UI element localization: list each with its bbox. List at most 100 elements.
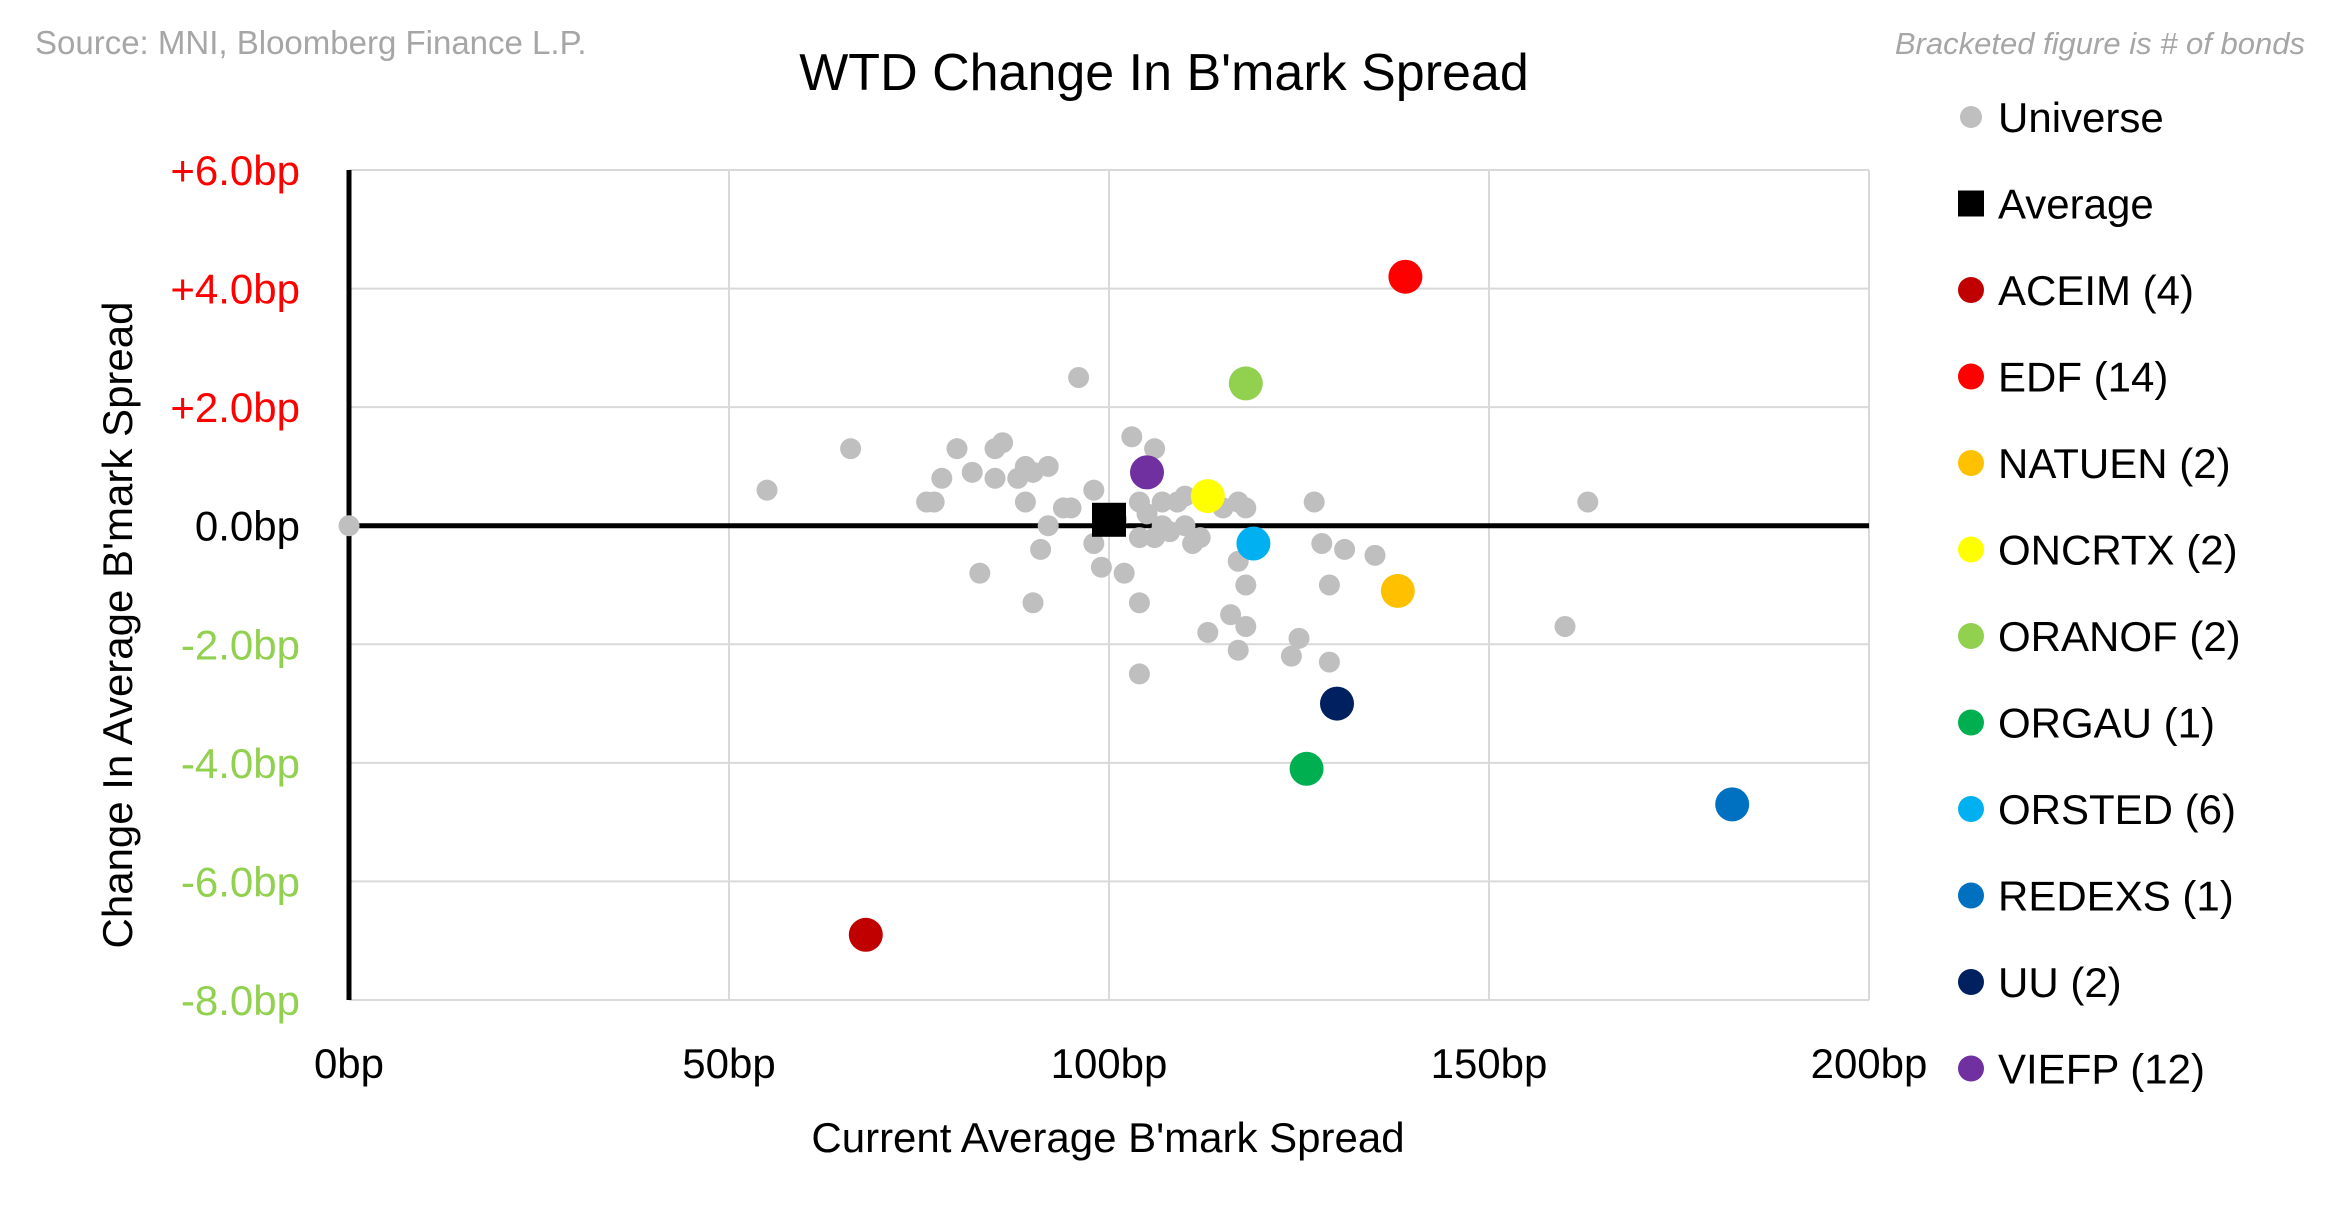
universe-point bbox=[1121, 426, 1143, 448]
point-viefp bbox=[1130, 455, 1164, 490]
legend-marker-aceim bbox=[1958, 277, 1984, 303]
universe-point bbox=[840, 438, 862, 460]
universe-point bbox=[1030, 538, 1052, 560]
universe-point bbox=[1022, 592, 1044, 614]
universe-point bbox=[1235, 574, 1257, 596]
chart-title: WTD Change In B'mark Spread bbox=[799, 44, 1529, 102]
universe-point bbox=[1144, 438, 1166, 460]
universe-point bbox=[1037, 455, 1059, 477]
universe-point bbox=[1151, 491, 1173, 513]
universe-point bbox=[984, 467, 1006, 489]
universe-point bbox=[1113, 562, 1135, 584]
gridlines bbox=[349, 169, 1870, 1001]
legend-label-viefp: VIEFP (12) bbox=[1998, 1046, 2205, 1093]
legend-marker-average bbox=[1958, 190, 1984, 217]
legend-label-natuen: NATUEN (2) bbox=[1998, 440, 2231, 487]
y-tick-label: -2.0bp bbox=[181, 621, 300, 668]
source-note: Source: MNI, Bloomberg Finance L.P. bbox=[35, 24, 587, 61]
legend-marker-orsted bbox=[1958, 796, 1984, 822]
legend-label-orsted: ORSTED (6) bbox=[1998, 786, 2236, 833]
data-points bbox=[338, 259, 1750, 952]
x-axis-label: Current Average B'mark Spread bbox=[811, 1114, 1404, 1161]
y-tick-label: 0.0bp bbox=[195, 503, 300, 550]
point-uu bbox=[1320, 686, 1354, 721]
average-point bbox=[1092, 502, 1126, 537]
universe-point bbox=[338, 515, 360, 537]
x-tick-labels: 0bp 50bp 100bp 150bp 200bp bbox=[314, 1040, 1927, 1087]
legend-marker-oncrtx bbox=[1958, 536, 1984, 563]
universe-point bbox=[1090, 556, 1112, 578]
legend-marker-natuen bbox=[1958, 450, 1984, 476]
universe-point bbox=[1174, 515, 1196, 537]
universe-point bbox=[1303, 491, 1325, 513]
legend-marker-uu bbox=[1958, 969, 1984, 995]
y-tick-labels: +6.0bp +4.0bp +2.0bp 0.0bp -2.0bp -4.0bp -6.0b… bbox=[170, 147, 300, 1024]
legend-marker-viefp bbox=[1958, 1055, 1984, 1082]
legend-label-oncrtx: ONCRTX (2) bbox=[1998, 527, 2238, 574]
universe-point bbox=[1364, 544, 1386, 566]
legend-label-aceim: ACEIM (4) bbox=[1998, 267, 2194, 314]
universe-point bbox=[969, 562, 991, 584]
x-tick-label: 100bp bbox=[1051, 1040, 1168, 1087]
y-axis-label: Change In Average B'mark Spread bbox=[94, 302, 141, 949]
legend-marker-universe bbox=[1960, 106, 1982, 128]
universe-point bbox=[923, 491, 945, 513]
universe-point bbox=[1014, 491, 1036, 513]
legend-marker-edf bbox=[1958, 363, 1984, 390]
universe-point bbox=[992, 432, 1014, 454]
x-tick-label: 200bp bbox=[1811, 1040, 1928, 1087]
x-tick-label: 50bp bbox=[682, 1040, 775, 1087]
legend-label-edf: EDF (14) bbox=[1998, 354, 2168, 401]
x-tick-label: 150bp bbox=[1431, 1040, 1548, 1087]
point-redexs bbox=[1715, 787, 1750, 822]
universe-point bbox=[1037, 515, 1059, 537]
point-aceim bbox=[848, 917, 883, 952]
universe-point bbox=[1174, 485, 1196, 507]
x-tick-label: 0bp bbox=[314, 1040, 384, 1087]
universe-point bbox=[931, 467, 953, 489]
point-oranof bbox=[1228, 366, 1263, 401]
universe-point bbox=[1235, 616, 1257, 637]
point-oncrtx bbox=[1190, 479, 1225, 514]
universe-point bbox=[1220, 604, 1242, 626]
universe-point bbox=[1068, 367, 1090, 388]
y-tick-label: +4.0bp bbox=[170, 266, 300, 313]
legend-label-average: Average bbox=[1998, 181, 2154, 228]
universe-point bbox=[1311, 533, 1333, 554]
universe-point bbox=[1554, 616, 1576, 637]
universe-point bbox=[1280, 645, 1302, 667]
universe-point bbox=[1227, 639, 1249, 661]
y-tick-label: +2.0bp bbox=[170, 384, 300, 431]
universe-point bbox=[1577, 491, 1599, 513]
universe-point bbox=[1235, 497, 1257, 519]
universe-point bbox=[1136, 503, 1158, 525]
legend-label-uu: UU (2) bbox=[1998, 959, 2122, 1006]
point-orsted bbox=[1236, 526, 1271, 561]
universe-point bbox=[1083, 533, 1105, 554]
universe-point bbox=[961, 461, 983, 483]
y-tick-label: -8.0bp bbox=[181, 977, 300, 1024]
legend-label-redexs: REDEXS (1) bbox=[1998, 873, 2234, 920]
legend-marker-orgau bbox=[1958, 709, 1984, 736]
legend-marker-oranof bbox=[1958, 623, 1984, 649]
universe-point bbox=[1318, 574, 1340, 596]
universe-point bbox=[946, 438, 968, 460]
universe-point bbox=[1128, 527, 1150, 549]
universe-point bbox=[756, 479, 778, 501]
universe-point bbox=[1318, 651, 1340, 673]
universe-point bbox=[1288, 627, 1310, 649]
universe-point bbox=[1083, 479, 1105, 501]
point-natuen bbox=[1380, 573, 1415, 608]
legend-marker-redexs bbox=[1958, 882, 1984, 909]
universe-point bbox=[1334, 538, 1356, 560]
y-tick-label: +6.0bp bbox=[170, 147, 300, 194]
legend-label-orgau: ORGAU (1) bbox=[1998, 700, 2215, 747]
point-orgau bbox=[1289, 751, 1324, 786]
bracket-note: Bracketed figure is # of bonds bbox=[1895, 26, 2305, 61]
universe-point bbox=[1060, 497, 1082, 519]
y-tick-label: -6.0bp bbox=[181, 858, 300, 905]
legend: Universe Average ACEIM (4) EDF (14) NATUEN (… bbox=[1958, 94, 2241, 1093]
universe-point bbox=[1128, 592, 1150, 614]
universe-point bbox=[1189, 527, 1211, 549]
